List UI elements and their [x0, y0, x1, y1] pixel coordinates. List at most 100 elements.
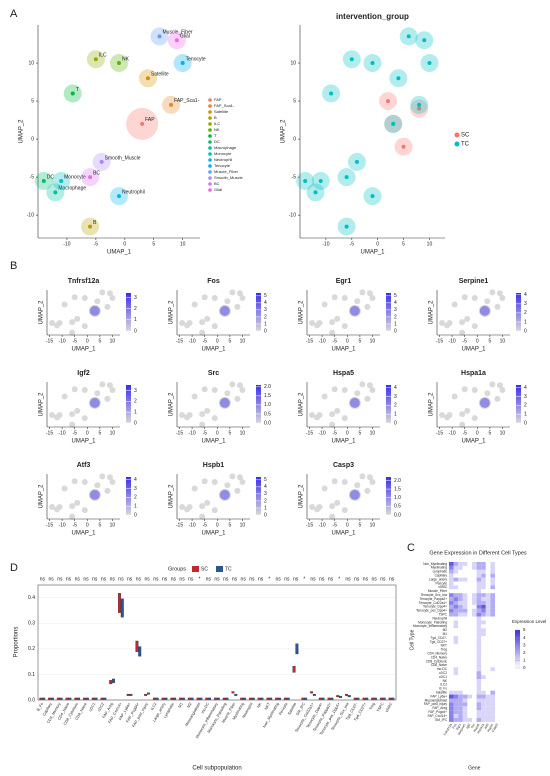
- cell-cloud: [201, 294, 208, 301]
- point: [354, 159, 359, 164]
- cell-cloud: [56, 319, 63, 326]
- x-tick-label: NKT: [264, 701, 272, 710]
- cell-cloud: [186, 503, 193, 510]
- heat-cell: [490, 620, 495, 625]
- row-label: vSMC: [438, 585, 447, 589]
- colorbar-tick-label: 2: [523, 650, 526, 655]
- colorbar-tick-label: 0: [134, 328, 137, 334]
- heat-cell: [453, 702, 459, 707]
- heat-cell: [485, 651, 491, 656]
- heat-cell: [449, 632, 454, 637]
- heat-cell: [476, 597, 482, 601]
- heat-cell: [462, 604, 468, 609]
- heat-cell: [472, 718, 477, 722]
- cell-cloud: [71, 478, 78, 485]
- cell-cloud: [191, 393, 198, 400]
- heat-cell: [453, 616, 459, 621]
- box: [295, 643, 299, 655]
- cell-cloud: [471, 323, 478, 330]
- x-tick-label: -5: [202, 338, 207, 344]
- x-tick-label: -15: [176, 338, 183, 344]
- heat-cell: [476, 632, 482, 637]
- legend-label: B: [214, 115, 217, 120]
- cell-cloud: [459, 329, 466, 336]
- point: [401, 144, 406, 149]
- significance-label: ns: [75, 576, 81, 582]
- heat-cell: [467, 679, 472, 683]
- x-axis-label: UMAP_1: [331, 439, 356, 445]
- point: [41, 178, 46, 183]
- heat-cell: [449, 706, 454, 711]
- heat-cell: [472, 640, 477, 644]
- cell-cloud: [186, 411, 193, 418]
- point: [349, 57, 354, 62]
- legend-label: TC: [225, 566, 232, 572]
- heat-cell: [490, 632, 495, 637]
- cell-cloud: [69, 411, 76, 418]
- heat-cell: [449, 690, 454, 695]
- row-label: cDC1: [439, 675, 447, 679]
- heat-cell: [453, 659, 459, 664]
- row-label: CD8_Cytotoxic: [426, 659, 448, 663]
- y-axis-label: UMAP_2: [169, 484, 175, 509]
- x-tick-label: -15: [176, 522, 183, 528]
- heat-cell: [462, 690, 468, 695]
- heat-cell: [490, 608, 495, 613]
- heat-cell: [462, 608, 468, 613]
- heat-cell: [449, 718, 454, 722]
- heat-cell: [449, 597, 454, 601]
- significance-label: ns: [380, 576, 386, 582]
- heat-cell: [462, 686, 468, 691]
- heat-cell: [495, 663, 500, 668]
- y-tick-label: 0.3: [28, 621, 35, 627]
- heat-cell: [467, 628, 472, 633]
- heat-cell: [476, 667, 482, 672]
- heat-cell: [458, 663, 463, 668]
- cell-cloud: [224, 298, 231, 305]
- heat-cell: [490, 616, 495, 621]
- heat-cell: [476, 682, 482, 687]
- x-tick-label: -15: [436, 430, 443, 436]
- cell-cloud: [99, 289, 106, 296]
- cell-cloud: [81, 507, 88, 514]
- box: [336, 695, 340, 698]
- x-tick-label: -15: [176, 430, 183, 436]
- x-tick-label: 0: [346, 430, 349, 436]
- box: [187, 697, 191, 700]
- cell-cloud: [348, 488, 361, 501]
- box: [216, 697, 220, 700]
- cell-cloud: [224, 390, 231, 397]
- colorbar-tick-label: 4: [524, 292, 527, 298]
- heat-cell: [495, 702, 500, 707]
- heat-cell: [485, 593, 491, 598]
- cell-cloud: [496, 382, 503, 389]
- heat-cell: [490, 604, 495, 609]
- x-tick-label: -10: [448, 430, 455, 436]
- cluster-label: Muscle_Fiber: [163, 30, 193, 36]
- heat-cell: [481, 718, 486, 722]
- heat-cell: [472, 682, 477, 687]
- significance-label: *: [199, 576, 201, 582]
- legend-label: T: [214, 133, 217, 138]
- heat-cell: [453, 562, 459, 566]
- heat-cell: [472, 686, 477, 691]
- heat-cell: [462, 585, 468, 590]
- x-tick-label: 10: [370, 430, 376, 436]
- colorbar-tick-label: 2.0: [264, 384, 271, 390]
- heat-cell: [458, 643, 463, 648]
- heat-cell: [495, 647, 500, 652]
- significance-label: ns: [162, 576, 168, 582]
- colorbar-tick-label: 0: [134, 512, 137, 518]
- legend-label: Glial: [214, 187, 222, 192]
- heat-cell: [458, 608, 463, 613]
- heat-cell: [495, 655, 500, 660]
- box: [83, 697, 86, 700]
- heat-cell: [458, 714, 463, 718]
- box: [353, 697, 357, 700]
- row-label: Tgd_CD27+: [430, 640, 447, 644]
- x-tick-label: -5: [332, 338, 337, 344]
- heat-cell: [458, 616, 463, 621]
- colorbar-tick-label: 2: [394, 314, 397, 320]
- heat-cell: [490, 698, 495, 703]
- heat-cell: [453, 682, 459, 687]
